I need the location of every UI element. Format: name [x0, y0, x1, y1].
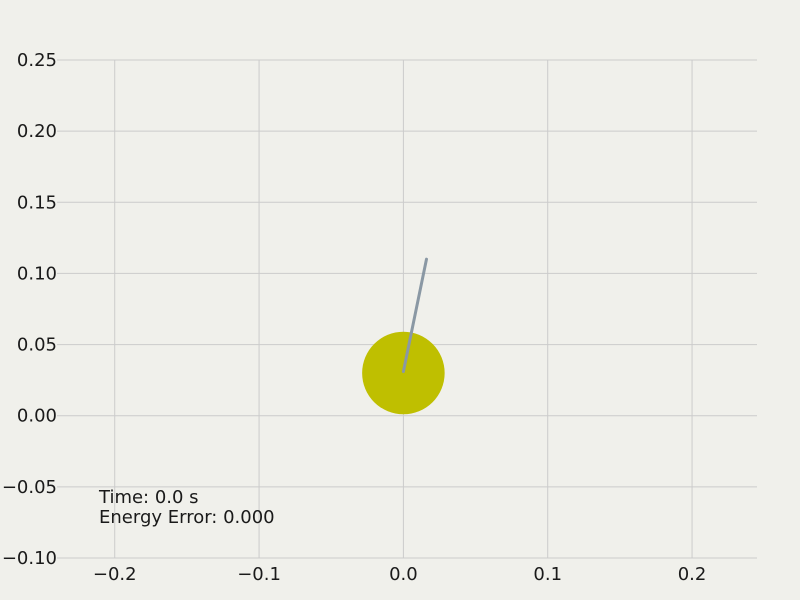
time-annotation: Time: 0.0 s: [98, 487, 199, 508]
y-tick-label: 0.00: [17, 406, 57, 427]
x-tick-label: −0.2: [93, 564, 137, 585]
plot-marks: [362, 257, 445, 415]
y-tick-label: −0.10: [2, 548, 57, 569]
y-tick-label: 0.10: [17, 263, 57, 284]
energy-error-annotation: Energy Error: 0.000: [99, 507, 275, 528]
x-tick-label: 0.2: [678, 564, 707, 585]
x-tick-label: 0.0: [389, 564, 418, 585]
y-tick-label: 0.20: [17, 121, 57, 142]
y-tick-label: −0.05: [2, 477, 57, 498]
y-tick-label: 0.05: [17, 335, 57, 356]
x-axis-ticks: −0.2 −0.1 0.0 0.1 0.2: [93, 564, 706, 585]
y-tick-label: 0.15: [17, 192, 57, 213]
y-tick-label: 0.25: [17, 50, 57, 71]
y-axis-ticks: −0.10 −0.05 0.00 0.05 0.10 0.15 0.20 0.25: [2, 50, 57, 569]
grid: [57, 59, 757, 559]
rod-line: [401, 257, 428, 374]
x-tick-label: −0.1: [237, 564, 281, 585]
x-tick-label: 0.1: [533, 564, 562, 585]
